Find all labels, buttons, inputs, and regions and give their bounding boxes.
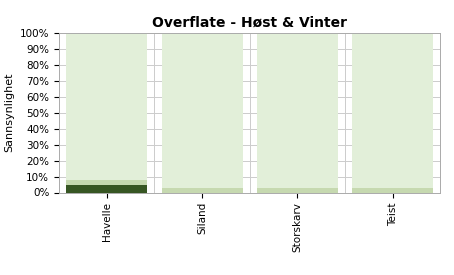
Bar [257, 188, 338, 192]
Bar [352, 188, 433, 192]
Bar [352, 33, 433, 188]
Bar [66, 33, 147, 180]
Y-axis label: Sannsynlighet: Sannsynlighet [4, 73, 14, 153]
Bar [257, 33, 338, 188]
Bar [162, 33, 242, 188]
Bar [66, 185, 147, 192]
Bar [66, 180, 147, 185]
Bar [162, 188, 242, 192]
Title: Overflate - Høst & Vinter: Overflate - Høst & Vinter [152, 15, 347, 29]
